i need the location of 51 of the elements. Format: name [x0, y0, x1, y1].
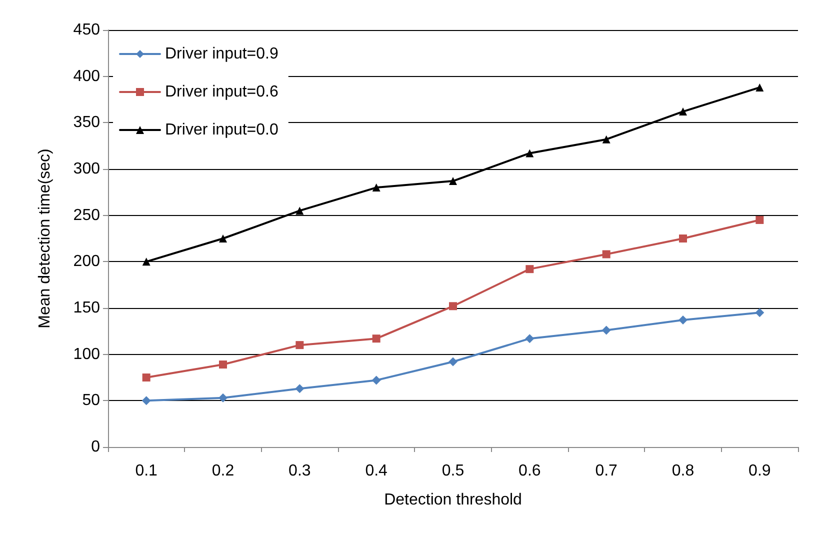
x-tick-label: 0.5 — [442, 462, 464, 480]
x-axis-title: Detection threshold — [384, 492, 522, 508]
point — [526, 265, 534, 274]
point — [755, 308, 764, 318]
y-tick-label: 350 — [73, 114, 100, 132]
point — [218, 393, 228, 402]
legend-label: Driver input=0.0 — [165, 122, 278, 138]
point — [142, 258, 150, 266]
y-tick-label: 100 — [73, 346, 100, 363]
point — [296, 206, 304, 215]
point — [756, 216, 764, 224]
point — [219, 234, 227, 242]
point — [602, 135, 610, 144]
x-tick-label: 0.1 — [135, 462, 158, 480]
point — [448, 357, 458, 366]
point — [602, 250, 610, 258]
legend-label: Driver input=0.6 — [165, 84, 278, 100]
point — [449, 302, 457, 310]
y-tick-label: 200 — [73, 253, 100, 270]
point — [372, 184, 380, 192]
point — [372, 334, 380, 343]
x-tick-label: 0.2 — [212, 462, 234, 480]
x-tick-label: 0.9 — [748, 462, 771, 480]
x-tick-label: 0.6 — [518, 462, 541, 480]
legend-label: Driver input=0.9 — [165, 46, 278, 62]
x-tick-label: 0.8 — [672, 462, 694, 480]
x-tick-label: 0.3 — [288, 462, 311, 480]
x-tick-label: 0.7 — [595, 462, 618, 480]
y-tick-label: 0 — [91, 438, 100, 456]
point — [678, 316, 688, 325]
point — [296, 341, 304, 350]
point — [295, 384, 304, 394]
y-axis-title: Mean detection time(sec) — [36, 148, 54, 328]
y-tick-label: 50 — [82, 392, 100, 410]
point — [679, 108, 687, 116]
y-tick-label: 250 — [73, 206, 100, 224]
point — [219, 360, 227, 369]
point — [526, 149, 534, 158]
y-tick-label: 300 — [73, 160, 100, 178]
point — [525, 334, 534, 344]
x-tick-label: 0.4 — [365, 462, 388, 480]
point — [602, 326, 611, 335]
point — [142, 396, 151, 406]
point — [372, 376, 381, 385]
point — [142, 374, 150, 382]
y-tick-label: 400 — [73, 68, 100, 85]
point — [679, 234, 687, 242]
point — [756, 83, 764, 92]
y-tick-label: 450 — [73, 22, 100, 38]
point — [449, 177, 457, 186]
y-tick-label: 150 — [73, 300, 100, 316]
